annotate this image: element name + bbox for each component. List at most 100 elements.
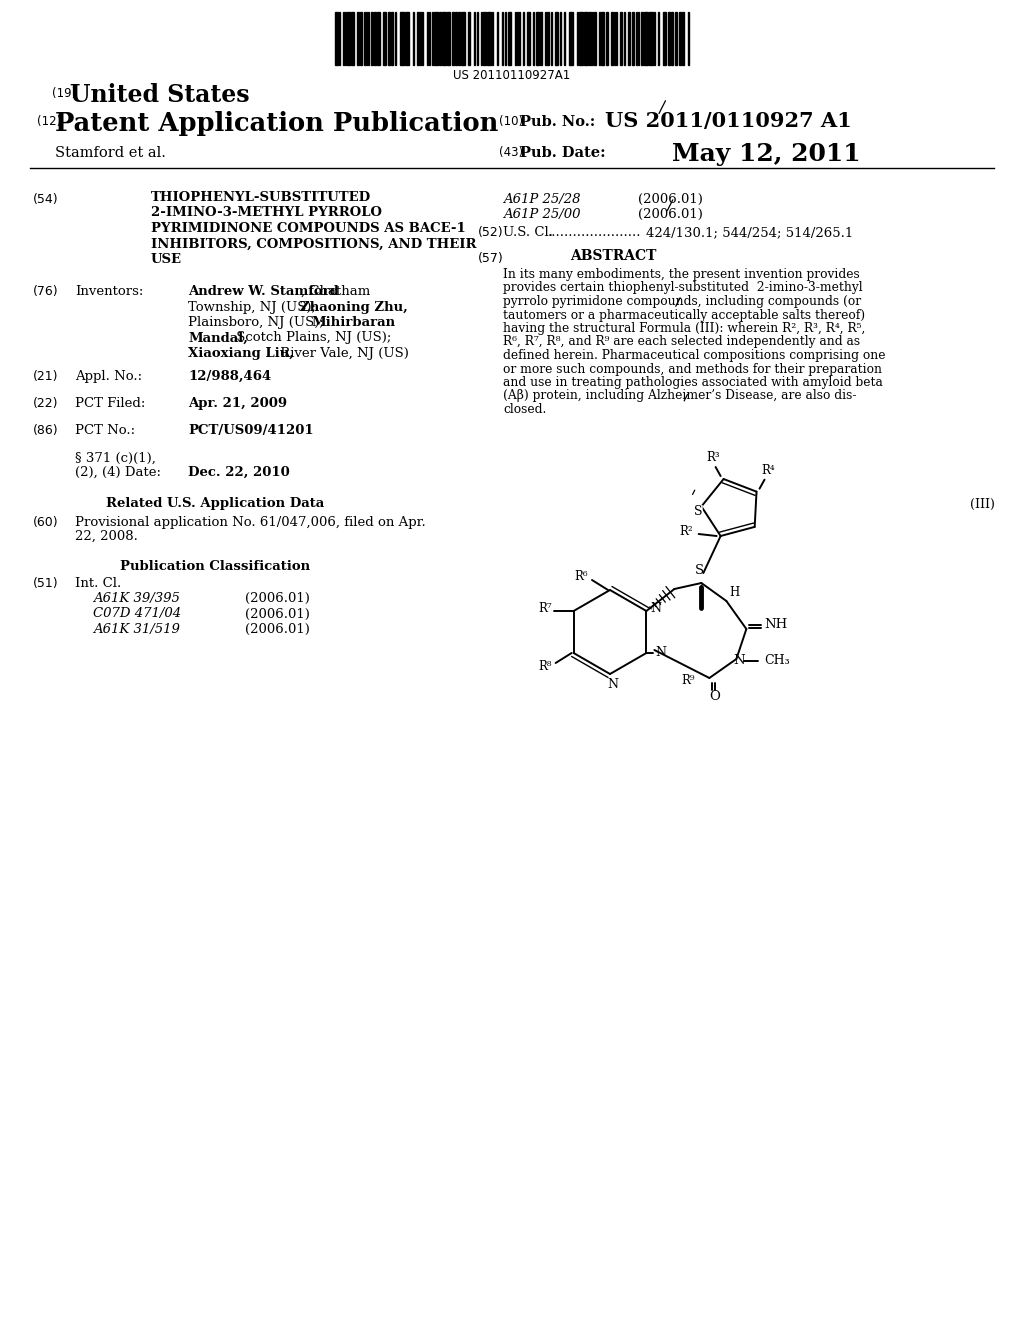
Text: or more such compounds, and methods for their preparation: or more such compounds, and methods for … [503, 363, 882, 375]
Bar [682, 12, 684, 65]
Text: R⁶: R⁶ [574, 569, 588, 582]
Bar [527, 12, 530, 65]
Text: (51): (51) [33, 577, 58, 590]
Bar [434, 12, 438, 65]
Text: Township, NJ (US);: Township, NJ (US); [188, 301, 321, 314]
Bar [406, 12, 409, 65]
Text: ABSTRACT: ABSTRACT [569, 249, 656, 263]
Text: defined herein. Pharmaceutical compositions comprising one: defined herein. Pharmaceutical compositi… [503, 348, 886, 362]
Bar [388, 12, 390, 65]
Bar [628, 12, 630, 65]
Text: S: S [694, 506, 702, 517]
Bar [555, 12, 558, 65]
Text: N: N [655, 647, 666, 660]
Text: PCT No.:: PCT No.: [75, 424, 135, 437]
Text: R⁶, R⁷, R⁸, and R⁹ are each selected independently and as: R⁶, R⁷, R⁸, and R⁹ are each selected ind… [503, 335, 860, 348]
Bar [400, 12, 404, 65]
Text: PYRIMIDINONE COMPOUNDS AS BACE-1: PYRIMIDINONE COMPOUNDS AS BACE-1 [151, 222, 466, 235]
Bar [584, 12, 588, 65]
Text: (76): (76) [33, 285, 58, 298]
Text: (54): (54) [33, 193, 58, 206]
Text: 2-IMINO-3-METHYL PYRROLO: 2-IMINO-3-METHYL PYRROLO [151, 206, 382, 219]
Bar [351, 12, 354, 65]
Text: (57): (57) [478, 252, 504, 265]
Bar [644, 12, 648, 65]
Text: S: S [695, 564, 703, 577]
Text: May 12, 2011: May 12, 2011 [672, 143, 860, 166]
Text: 424/130.1; 544/254; 514/265.1: 424/130.1; 544/254; 514/265.1 [646, 226, 853, 239]
Text: (19): (19) [52, 87, 76, 100]
Text: § 371 (c)(1),: § 371 (c)(1), [75, 451, 156, 465]
Bar [439, 12, 441, 65]
Bar [675, 12, 677, 65]
Text: INHIBITORS, COMPOSITIONS, AND THEIR: INHIBITORS, COMPOSITIONS, AND THEIR [151, 238, 476, 251]
Bar [455, 12, 457, 65]
Text: A61K 31/519: A61K 31/519 [93, 623, 180, 636]
Bar [374, 12, 376, 65]
Bar [357, 12, 359, 65]
Text: (10): (10) [499, 115, 523, 128]
Bar [671, 12, 673, 65]
Text: closed.: closed. [503, 403, 547, 416]
Bar [383, 12, 386, 65]
Text: R⁷: R⁷ [538, 602, 552, 615]
Text: Appl. No.:: Appl. No.: [75, 370, 142, 383]
Text: (60): (60) [33, 516, 58, 529]
Text: PCT Filed:: PCT Filed: [75, 397, 145, 411]
Text: R⁹: R⁹ [681, 675, 694, 688]
Text: (22): (22) [33, 397, 58, 411]
Text: US 20110110927A1: US 20110110927A1 [454, 69, 570, 82]
Text: (86): (86) [33, 424, 58, 437]
Text: Zhaoning Zhu,: Zhaoning Zhu, [300, 301, 408, 314]
Text: USE: USE [151, 253, 182, 267]
Bar [391, 12, 393, 65]
Bar [447, 12, 450, 65]
Text: (2006.01): (2006.01) [638, 209, 702, 220]
Text: (III): (III) [970, 498, 995, 511]
Bar [540, 12, 542, 65]
Text: Int. Cl.: Int. Cl. [75, 577, 121, 590]
Text: 12/988,464: 12/988,464 [188, 370, 271, 383]
Text: (2006.01): (2006.01) [245, 623, 310, 636]
Text: Scotch Plains, NJ (US);: Scotch Plains, NJ (US); [232, 331, 391, 345]
Bar [452, 12, 454, 65]
Text: Provisional application No. 61/047,006, filed on Apr.: Provisional application No. 61/047,006, … [75, 516, 426, 529]
Bar [360, 12, 362, 65]
Text: Apr. 21, 2009: Apr. 21, 2009 [188, 397, 287, 411]
Text: U.S. Cl.: U.S. Cl. [503, 226, 553, 239]
Text: In its many embodiments, the present invention provides: In its many embodiments, the present inv… [503, 268, 860, 281]
Text: R²: R² [679, 524, 692, 537]
Bar [487, 12, 490, 65]
Text: (2006.01): (2006.01) [245, 607, 310, 620]
Bar [663, 12, 666, 65]
Text: Xiaoxiang Liu,: Xiaoxiang Liu, [188, 347, 294, 360]
Bar [371, 12, 373, 65]
Text: (12): (12) [37, 115, 61, 128]
Bar [335, 12, 338, 65]
Text: Pub. No.:: Pub. No.: [520, 115, 595, 129]
Text: R⁴: R⁴ [762, 463, 775, 477]
Text: R⁸: R⁸ [539, 660, 552, 673]
Bar [483, 12, 486, 65]
Text: A61P 25/28: A61P 25/28 [503, 193, 581, 206]
Bar [611, 12, 613, 65]
Bar [641, 12, 643, 65]
Text: H: H [729, 586, 739, 599]
Bar [620, 12, 622, 65]
Bar [679, 12, 681, 65]
Text: PCT/US09/41201: PCT/US09/41201 [188, 424, 313, 437]
Text: C07D 471/04: C07D 471/04 [93, 607, 181, 620]
Text: and use in treating pathologies associated with amyloid beta: and use in treating pathologies associat… [503, 376, 883, 389]
Text: pyrrolo pyrimidone compounds, including compounds (or: pyrrolo pyrimidone compounds, including … [503, 294, 861, 308]
Bar [377, 12, 380, 65]
Bar [594, 12, 596, 65]
Bar [668, 12, 670, 65]
Bar [606, 12, 608, 65]
Text: US 2011/0110927 A1: US 2011/0110927 A1 [605, 111, 852, 131]
Text: (2006.01): (2006.01) [638, 193, 702, 206]
Bar [601, 12, 604, 65]
Text: THIOPHENYL-SUBSTITUTED: THIOPHENYL-SUBSTITUTED [151, 191, 371, 205]
Text: Andrew W. Stamford: Andrew W. Stamford [188, 285, 339, 298]
Text: (43): (43) [499, 147, 523, 158]
Bar [461, 12, 465, 65]
